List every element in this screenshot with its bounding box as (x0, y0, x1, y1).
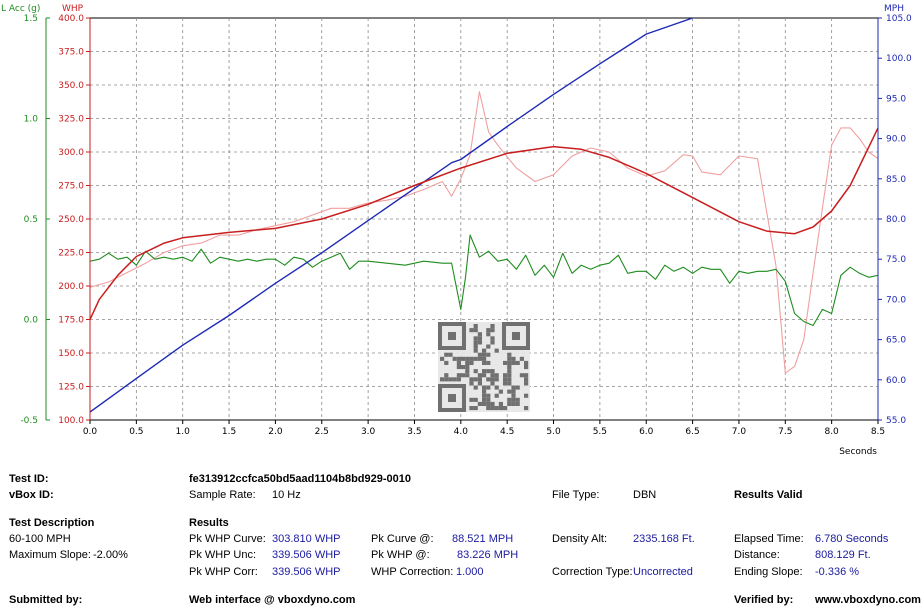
mph-tick-label: 70.0 (886, 295, 906, 305)
x-tick-label: 6.5 (685, 427, 699, 437)
mph-tick-label: 85.0 (886, 175, 906, 185)
whp-tick-label: 100.0 (58, 416, 84, 426)
x-tick-label: 0.0 (83, 427, 98, 437)
distance-value: 808.129 Ft. (815, 549, 871, 561)
x-tick-label: 4.5 (500, 427, 514, 437)
elapsed-time-label: Elapsed Time: (734, 533, 804, 545)
x-tick-label: 3.5 (407, 427, 421, 437)
mph-tick-label: 65.0 (886, 336, 906, 346)
x-tick-label: 4.0 (454, 427, 469, 437)
x-tick-label: 0.5 (129, 427, 143, 437)
verified-by-label: Verified by: (734, 594, 794, 606)
whp-correction-value: 1.000 (456, 566, 484, 578)
pk-whp-corr-label: Pk WHP Corr: (189, 566, 258, 578)
whp-axis-title: WHP (62, 4, 84, 14)
x-tick-label: 5.5 (593, 427, 607, 437)
file-type-value: DBN (633, 489, 657, 501)
test-id-value: fe313912ccfca50bd5aad1104b8bd929-0010 (189, 473, 411, 485)
whp-tick-label: 250.0 (58, 215, 84, 225)
lacc-tick-label: -0.5 (20, 416, 38, 426)
test-description-value: 60-100 MPH (9, 533, 71, 545)
whp-tick-label: 300.0 (58, 148, 84, 158)
mph-tick-label: 55.0 (886, 416, 906, 426)
test-description-label: Test Description (9, 517, 95, 529)
vbox-id-label: vBox ID: (9, 489, 54, 501)
elapsed-time-value: 6.780 Seconds (815, 533, 889, 545)
max-slope-value: -2.00% (93, 549, 128, 561)
x-tick-label: 5.0 (546, 427, 561, 437)
pk-curve-at-label: Pk Curve @: (371, 533, 434, 545)
series-line-whp-raw (90, 91, 878, 374)
whp-tick-label: 350.0 (58, 81, 84, 91)
mph-axis-title: MPH (884, 4, 904, 14)
correction-type-value: Uncorrected (633, 566, 693, 578)
pk-whp-at-value: 83.226 MPH (457, 549, 519, 561)
whp-tick-label: 125.0 (58, 383, 84, 393)
x-tick-label: 3.0 (361, 427, 376, 437)
lacc-tick-label: 0.5 (24, 215, 38, 225)
whp-tick-label: 275.0 (58, 182, 84, 192)
axes: 0.0 0.5 1.0 1.5 2.0 2.5 3.0 3.5 4.0 4.5 5.0 5.5 6.0 6… (20, 14, 912, 437)
pk-whp-unc-value: 339.506 WHP (272, 549, 341, 561)
density-alt-value: 2335.168 Ft. (633, 533, 695, 545)
pk-whp-corr-value: 339.506 WHP (272, 566, 341, 578)
qr-code-watermark (438, 322, 530, 412)
sample-rate-label: Sample Rate: (189, 489, 256, 501)
lacc-tick-label: 1.5 (24, 14, 38, 24)
x-tick-label: 7.0 (732, 427, 747, 437)
x-tick-label: 6.0 (639, 427, 654, 437)
whp-tick-label: 200.0 (58, 282, 84, 292)
whp-correction-label: WHP Correction: (371, 566, 454, 578)
pk-whp-curve-label: Pk WHP Curve: (189, 533, 266, 545)
mph-tick-label: 75.0 (886, 255, 906, 265)
ending-slope-value: -0.336 % (815, 566, 860, 578)
test-id-label: Test ID: (9, 473, 49, 485)
whp-tick-label: 400.0 (58, 14, 84, 24)
lacc-tick-label: 1.0 (24, 115, 39, 125)
mph-tick-label: 95.0 (886, 94, 906, 104)
mph-tick-label: 80.0 (886, 215, 906, 225)
ending-slope-label: Ending Slope: (734, 566, 803, 578)
max-slope-label: Maximum Slope: (9, 549, 91, 561)
dyno-chart: 0.0 0.5 1.0 1.5 2.0 2.5 3.0 3.5 4.0 4.5 5.0 5.5 6.0 6… (1, 4, 912, 457)
x-tick-label: 1.5 (222, 427, 236, 437)
whp-tick-label: 325.0 (58, 115, 84, 125)
distance-label: Distance: (734, 549, 780, 561)
x-tick-label: 1.0 (176, 427, 191, 437)
grid (90, 18, 878, 420)
pk-curve-at-value: 88.521 MPH (452, 533, 514, 545)
results-valid: Results Valid (734, 489, 803, 501)
x-tick-label: 8.5 (871, 427, 885, 437)
mph-tick-label: 60.0 (886, 376, 906, 386)
file-type-label: File Type: (552, 489, 600, 501)
mph-tick-label: 105.0 (886, 14, 912, 24)
sample-rate-value: 10 Hz (272, 489, 301, 501)
submitted-by-label: Submitted by: (9, 594, 83, 606)
mph-tick-label: 100.0 (886, 54, 912, 64)
x-axis-title: Seconds (839, 447, 877, 457)
pk-whp-at-label: Pk WHP @: (371, 549, 430, 561)
series-line-whp-curve (90, 127, 878, 320)
series-line-lacc (90, 234, 878, 327)
whp-tick-label: 375.0 (58, 48, 84, 58)
web-interface-text: Web interface @ vboxdyno.com (189, 594, 356, 606)
pk-whp-unc-label: Pk WHP Unc: (189, 549, 257, 561)
x-tick-label: 2.5 (315, 427, 329, 437)
whp-tick-label: 175.0 (58, 316, 84, 326)
results-label: Results (189, 517, 229, 529)
whp-tick-label: 150.0 (58, 349, 84, 359)
x-tick-label: 7.5 (778, 427, 792, 437)
series-layer (90, 18, 878, 413)
x-tick-label: 8.0 (824, 427, 839, 437)
mph-tick-label: 90.0 (886, 135, 906, 145)
x-tick-label: 2.0 (268, 427, 283, 437)
correction-type-label: Correction Type: (552, 566, 633, 578)
verified-by-value: www.vboxdyno.com (815, 594, 921, 606)
density-alt-label: Density Alt: (552, 533, 608, 545)
pk-whp-curve-value: 303.810 WHP (272, 533, 341, 545)
series-line-mph (90, 18, 696, 413)
whp-tick-label: 225.0 (58, 249, 84, 259)
lacc-tick-label: 0.0 (24, 316, 39, 326)
lacc-axis-title: L Acc (g) (1, 4, 40, 14)
